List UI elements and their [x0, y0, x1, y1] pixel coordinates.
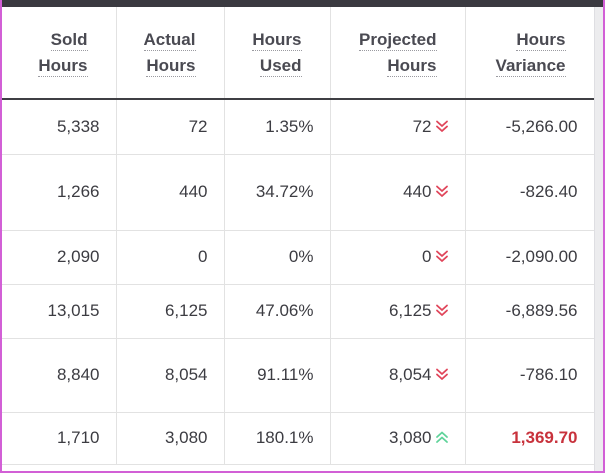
- header-row: Sold Hours Actual Hours Hours Used Proje…: [2, 7, 597, 100]
- header-label-line-2: Hours: [387, 55, 437, 77]
- cell-sold-hours: 13,015: [2, 284, 117, 339]
- header-label-line-1: Actual: [143, 29, 196, 51]
- header-label-line-2: Used: [259, 55, 302, 77]
- cell-actual-hours-value: 440: [179, 182, 208, 201]
- cell-hours-used: 1.35%: [224, 99, 331, 155]
- vertical-scrollbar[interactable]: [594, 7, 603, 471]
- cell-sold-hours-value: 5,338: [56, 116, 100, 136]
- cell-hours-used-value: 91.11%: [257, 365, 314, 384]
- cell-hours-variance-value: 1,369.70: [511, 428, 578, 447]
- hours-table: Sold Hours Actual Hours Hours Used Proje…: [2, 7, 597, 465]
- cell-hours-variance-value: -786.10: [519, 365, 578, 384]
- cell-projected-hours: 0: [330, 230, 466, 285]
- header-label-line-2: Variance: [495, 55, 566, 77]
- cell-hours-variance: -6,889.56: [465, 284, 597, 339]
- cell-sold-hours: 1,266: [2, 154, 117, 231]
- cell-sold-hours-value: 1,710: [56, 428, 100, 447]
- cell-hours-used: 47.06%: [224, 284, 331, 339]
- table-body: 5,338 72 1.35% 72 -5,266.00 1,266 440 34.72% 440…: [2, 99, 597, 465]
- cell-projected-hours: 3,080: [330, 412, 466, 465]
- cell-actual-hours-value: 8,054: [164, 365, 208, 384]
- cell-hours-used: 0%: [224, 230, 331, 285]
- column-header-projected-hours[interactable]: Projected Hours: [330, 7, 466, 100]
- top-bar: [2, 0, 603, 7]
- cell-hours-used: 91.11%: [224, 338, 331, 413]
- cell-actual-hours: 0: [116, 230, 225, 285]
- cell-projected-hours: 8,054: [330, 338, 466, 413]
- double-chevron-up-icon: [435, 431, 448, 443]
- column-header-actual-hours[interactable]: Actual Hours: [116, 7, 225, 100]
- table-row[interactable]: 2,090 0 0% 0 -2,090.00: [2, 230, 597, 285]
- header-label-line-1: Projected: [359, 29, 437, 51]
- cell-sold-hours-value: 13,015: [47, 301, 100, 320]
- cell-actual-hours-value: 3,080: [164, 428, 208, 447]
- header-label-line-2: Hours: [38, 55, 88, 77]
- cell-hours-variance: -5,266.00: [465, 99, 597, 155]
- cell-projected-hours: 6,125: [330, 284, 466, 339]
- cell-hours-variance: -826.40: [465, 154, 597, 231]
- cell-hours-used-value: 34.72%: [255, 182, 314, 201]
- cell-sold-hours-value: 8,840: [56, 365, 100, 384]
- cell-projected-hours: 72: [330, 99, 466, 155]
- column-header-hours-variance[interactable]: Hours Variance: [465, 7, 597, 100]
- cell-hours-used-value: 0%: [288, 247, 314, 266]
- cell-hours-used-value: 180.1%: [255, 428, 314, 447]
- cell-projected-hours-value: 3,080: [388, 428, 432, 447]
- cell-hours-variance-value: -5,266.00: [505, 116, 578, 136]
- cell-hours-used: 180.1%: [224, 412, 331, 465]
- cell-actual-hours: 3,080: [116, 412, 225, 465]
- table-row[interactable]: 1,710 3,080 180.1% 3,080 1,369.70: [2, 412, 597, 465]
- header-label-line-1: Hours: [516, 29, 566, 51]
- double-chevron-down-icon: [435, 120, 448, 132]
- header-label-line-1: Sold: [50, 29, 88, 51]
- table-row[interactable]: 13,015 6,125 47.06% 6,125 -6,889.56: [2, 284, 597, 339]
- header-label-line-1: Hours: [252, 29, 302, 51]
- cell-sold-hours-value: 2,090: [56, 247, 100, 266]
- column-header-hours-used[interactable]: Hours Used: [224, 7, 331, 100]
- double-chevron-down-icon: [435, 368, 448, 380]
- table-row[interactable]: 1,266 440 34.72% 440 -826.40: [2, 154, 597, 231]
- cell-actual-hours: 6,125: [116, 284, 225, 339]
- cell-hours-variance-value: -826.40: [519, 182, 578, 201]
- cell-actual-hours: 72: [116, 99, 225, 155]
- cell-sold-hours: 5,338: [2, 99, 117, 155]
- cell-sold-hours: 1,710: [2, 412, 117, 465]
- cell-projected-hours: 440: [330, 154, 466, 231]
- cell-hours-used-value: 1.35%: [265, 116, 314, 136]
- cell-projected-hours-value: 440: [403, 182, 432, 201]
- double-chevron-down-icon: [435, 185, 448, 197]
- cell-actual-hours: 440: [116, 154, 225, 231]
- cell-projected-hours-value: 72: [412, 116, 432, 136]
- double-chevron-down-icon: [435, 304, 448, 316]
- cell-hours-used: 34.72%: [224, 154, 331, 231]
- table-row[interactable]: 5,338 72 1.35% 72 -5,266.00: [2, 99, 597, 155]
- cell-actual-hours-value: 6,125: [164, 301, 208, 320]
- cell-actual-hours-value: 72: [188, 116, 208, 136]
- cell-hours-variance-value: -6,889.56: [505, 301, 578, 320]
- cell-hours-variance-value: -2,090.00: [505, 247, 578, 266]
- column-header-sold-hours[interactable]: Sold Hours: [2, 7, 117, 100]
- cell-projected-hours-value: 0: [422, 247, 432, 266]
- double-chevron-down-icon: [435, 250, 448, 262]
- cell-actual-hours-value: 0: [198, 247, 208, 266]
- cell-hours-variance: 1,369.70: [465, 412, 597, 465]
- cell-projected-hours-value: 6,125: [388, 301, 432, 320]
- cell-actual-hours: 8,054: [116, 338, 225, 413]
- cell-hours-variance: -786.10: [465, 338, 597, 413]
- cell-sold-hours: 2,090: [2, 230, 117, 285]
- cell-hours-used-value: 47.06%: [255, 301, 314, 320]
- cell-hours-variance: -2,090.00: [465, 230, 597, 285]
- cell-sold-hours-value: 1,266: [56, 182, 100, 201]
- table-row[interactable]: 8,840 8,054 91.11% 8,054 -786.10: [2, 338, 597, 413]
- header-label-line-2: Hours: [146, 55, 196, 77]
- cell-sold-hours: 8,840: [2, 338, 117, 413]
- cell-projected-hours-value: 8,054: [388, 365, 432, 384]
